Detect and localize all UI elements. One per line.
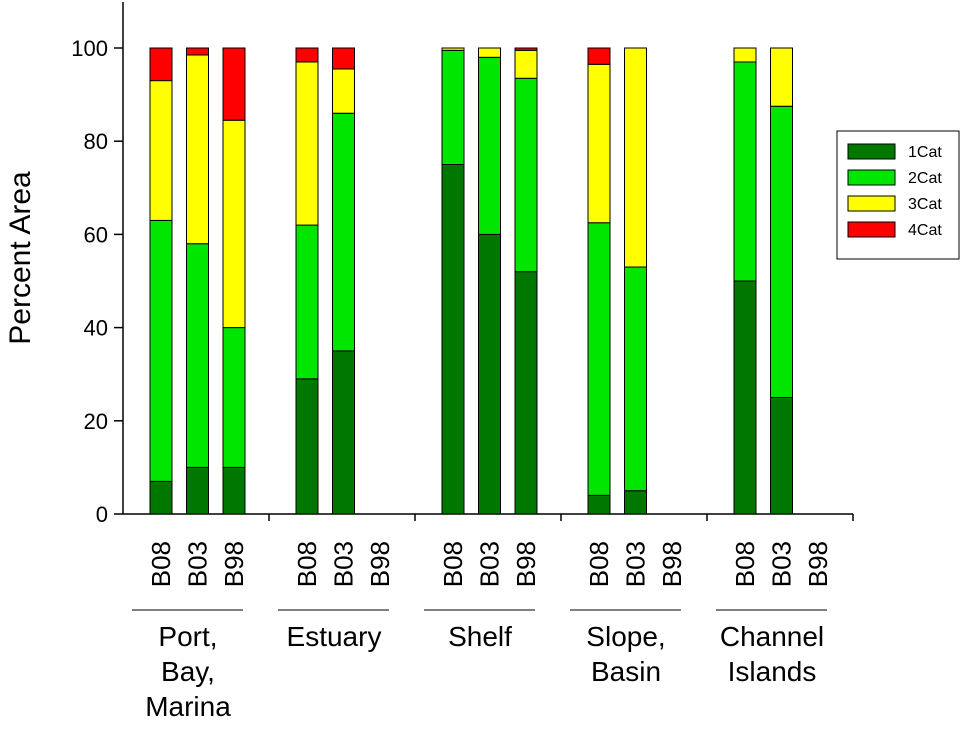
x-tick-label: B98 bbox=[219, 541, 249, 587]
group-label: Port, bbox=[158, 621, 217, 652]
group-label: Marina bbox=[145, 691, 231, 722]
y-tick-label: 0 bbox=[96, 502, 108, 527]
bar-segment-2cat bbox=[478, 56, 501, 235]
bar-segment-4cat bbox=[222, 47, 246, 121]
bar-segment-3cat bbox=[514, 49, 538, 79]
y-tick-label: 20 bbox=[84, 409, 108, 434]
group-label: Bay, bbox=[161, 656, 215, 687]
group-label: Basin bbox=[591, 656, 661, 687]
bar-segment-1cat bbox=[733, 280, 757, 515]
legend-swatch-1cat bbox=[847, 143, 896, 160]
group-label: Islands bbox=[728, 656, 817, 687]
bar-segment-1cat bbox=[295, 378, 319, 515]
y-tick-label: 100 bbox=[71, 36, 108, 61]
x-tick-label: B08 bbox=[438, 541, 468, 587]
bar-segment-2cat bbox=[733, 61, 757, 282]
bar-segment-1cat bbox=[222, 466, 246, 515]
bar-segment-3cat bbox=[149, 80, 173, 221]
bar-segment-3cat bbox=[222, 119, 246, 329]
bar-segment-4cat bbox=[295, 47, 319, 63]
bar-segment-1cat bbox=[441, 164, 465, 515]
legend-swatch-3cat bbox=[847, 195, 896, 212]
group-label: Estuary bbox=[287, 621, 382, 652]
legend-label-4cat: 4Cat bbox=[908, 222, 942, 239]
legend-label-3cat: 3Cat bbox=[908, 196, 942, 213]
bar-segment-2cat bbox=[624, 266, 647, 492]
x-tick-label: B03 bbox=[621, 541, 651, 587]
bar-segment-4cat bbox=[149, 47, 173, 82]
y-axis-label: Percent Area bbox=[4, 171, 37, 345]
legend-swatch-2cat bbox=[847, 169, 896, 186]
bar-segment-2cat bbox=[295, 224, 319, 380]
legend-label-2cat: 2Cat bbox=[908, 170, 942, 187]
bar-segment-1cat bbox=[514, 271, 538, 515]
y-tick-label: 60 bbox=[84, 222, 108, 247]
x-tick-label: B03 bbox=[475, 541, 505, 587]
x-tick-label: B03 bbox=[183, 541, 213, 587]
bar-segment-2cat bbox=[332, 112, 355, 352]
bar-segment-3cat bbox=[441, 47, 465, 51]
x-tick-label: B08 bbox=[146, 541, 176, 587]
bar-segment-1cat bbox=[332, 350, 355, 515]
bar-segment-3cat bbox=[624, 47, 647, 268]
bar-segment-2cat bbox=[441, 49, 465, 165]
bar-segment-2cat bbox=[514, 77, 538, 273]
y-tick-label: 80 bbox=[84, 129, 108, 154]
bar-segment-2cat bbox=[186, 243, 209, 468]
x-tick-label: B03 bbox=[329, 541, 359, 587]
bar-segment-3cat bbox=[478, 47, 501, 58]
group-label: Slope, bbox=[586, 621, 665, 652]
x-tick-label: B98 bbox=[803, 541, 833, 587]
bar-segment-2cat bbox=[770, 105, 793, 398]
x-tick-label: B03 bbox=[767, 541, 797, 587]
legend: 1Cat 2Cat 3Cat 4Cat bbox=[836, 130, 960, 260]
bar-segment-3cat bbox=[587, 63, 611, 224]
bar-segment-3cat bbox=[332, 68, 355, 114]
bar-segment-2cat bbox=[149, 219, 173, 482]
bar-segment-3cat bbox=[733, 47, 757, 63]
group-label: Shelf bbox=[448, 621, 512, 652]
bar-segment-3cat bbox=[295, 61, 319, 226]
bar-segment-1cat bbox=[770, 397, 793, 515]
x-tick-label: B98 bbox=[657, 541, 687, 587]
bar-segment-3cat bbox=[770, 47, 793, 107]
bar-segment-2cat bbox=[587, 222, 611, 496]
x-tick-label: B98 bbox=[365, 541, 395, 587]
legend-label-1cat: 1Cat bbox=[908, 144, 942, 161]
bar-segment-4cat bbox=[332, 47, 355, 70]
bar-segment-1cat bbox=[478, 233, 501, 515]
group-label: Channel bbox=[720, 621, 824, 652]
bar-segment-1cat bbox=[624, 490, 647, 515]
legend-swatch-4cat bbox=[847, 221, 896, 238]
bar-segment-1cat bbox=[587, 494, 611, 515]
x-tick-label: B08 bbox=[584, 541, 614, 587]
bar-segment-1cat bbox=[149, 480, 173, 515]
x-tick-label: B08 bbox=[292, 541, 322, 587]
bar-segment-4cat bbox=[186, 47, 209, 56]
x-tick-label: B98 bbox=[511, 541, 541, 587]
bar-segment-1cat bbox=[186, 466, 209, 515]
bar-segment-3cat bbox=[186, 54, 209, 245]
bar-segment-4cat bbox=[587, 47, 611, 65]
bar-segment-2cat bbox=[222, 327, 246, 468]
bar-segment-4cat bbox=[514, 47, 538, 51]
y-tick-label: 40 bbox=[84, 316, 108, 341]
x-tick-label: B08 bbox=[730, 541, 760, 587]
